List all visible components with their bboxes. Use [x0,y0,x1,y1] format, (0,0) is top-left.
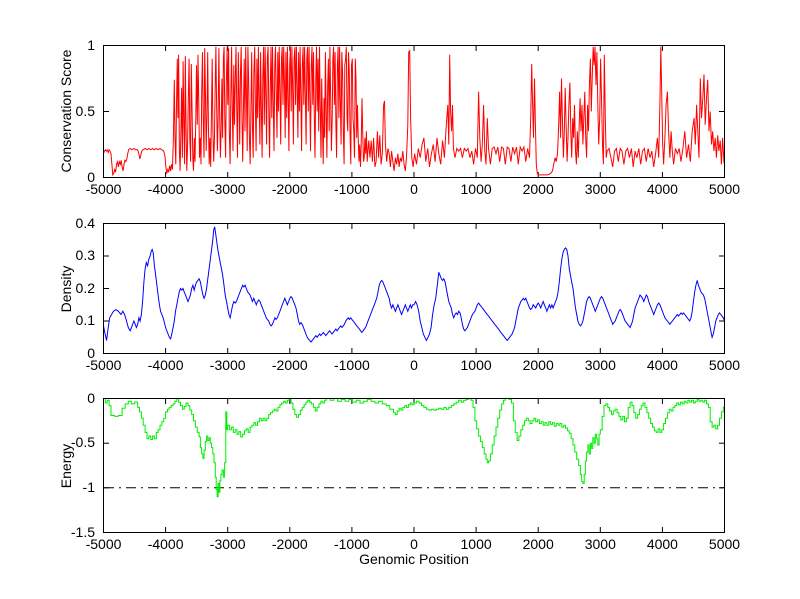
plot-area [103,223,725,354]
density-subplot [103,223,725,354]
x-tick-label: -4000 [147,181,184,197]
x-tick-label: -1000 [333,536,370,552]
x-tick-label: -4000 [147,357,184,373]
y-tick-label: 0.4 [75,214,95,231]
x-tick-label: -3000 [209,536,246,552]
density-line [103,226,725,343]
x-axis-label: Genomic Position [359,551,469,567]
x-tick-label: -1000 [333,357,370,373]
y-tick-label: 0.2 [75,279,95,296]
energy-subplot [103,398,725,533]
plot-area [103,398,725,533]
y-tick-label: 0.5 [75,102,95,119]
y-tick-label: 0 [87,389,95,406]
y-tick-label: 0 [87,168,95,185]
tick-marks [103,398,725,533]
y-tick-label: 1 [87,36,95,53]
x-tick-label: -5000 [85,181,122,197]
x-tick-label: -3000 [209,357,246,373]
x-tick-label: 5000 [708,536,741,552]
x-tick-label: -5000 [85,536,122,552]
x-tick-label: 1000 [460,357,492,373]
x-tick-label: 0 [410,181,418,197]
x-tick-label: 2000 [522,357,554,373]
x-tick-label: 1000 [460,536,492,552]
conservation-score-line [103,46,725,177]
x-tick-label: -5000 [85,357,122,373]
x-tick-label: -3000 [209,181,246,197]
x-tick-label: 2000 [522,536,554,552]
x-tick-label: 4000 [646,536,678,552]
y-tick-label: -1.5 [70,523,95,540]
x-tick-label: 3000 [584,536,616,552]
x-tick-label: -4000 [147,536,184,552]
plot-border [103,223,725,354]
x-tick-label: -1000 [333,181,370,197]
tick-marks [103,223,725,354]
plot-area [103,45,725,178]
x-tick-label: 5000 [708,181,741,197]
x-tick-label: -2000 [271,357,308,373]
plot-border [103,398,725,533]
y-tick-label: 0 [87,344,95,361]
x-tick-label: 0 [410,357,418,373]
x-tick-label: 3000 [584,181,616,197]
plot-border [103,45,725,178]
x-tick-label: 2000 [522,181,554,197]
x-tick-label: 5000 [708,357,741,373]
x-tick-label: -2000 [271,181,308,197]
y-tick-label: -1 [82,478,95,495]
y-tick-label: -0.5 [70,434,95,451]
x-tick-label: 4000 [646,181,678,197]
x-tick-label: 0 [410,536,418,552]
x-tick-label: 1000 [460,181,492,197]
x-tick-label: 3000 [584,357,616,373]
x-tick-label: -2000 [271,536,308,552]
energy-line [103,398,725,498]
y-tick-label: 0.3 [75,247,95,263]
x-tick-label: 4000 [646,357,678,373]
conservation-score-subplot [103,45,725,178]
y-tick-label: 0.1 [75,312,95,328]
